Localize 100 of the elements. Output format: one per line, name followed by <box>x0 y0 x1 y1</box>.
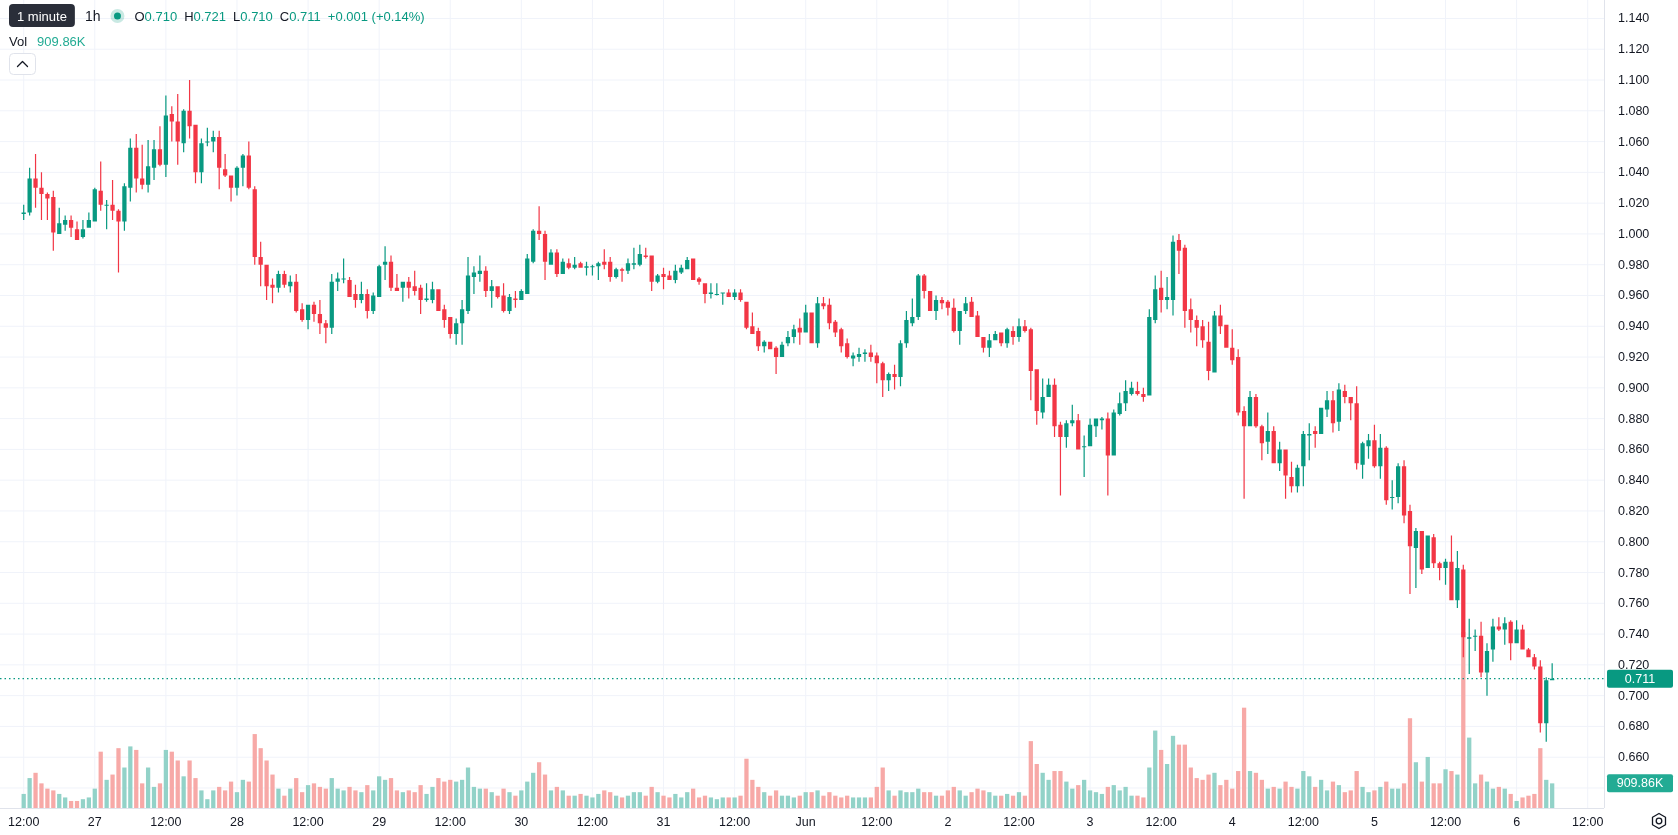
bar <box>240 779 246 808</box>
bar <box>993 795 998 808</box>
bar <box>157 783 163 808</box>
candlestick <box>228 175 234 202</box>
y-tick-label: 0.860 <box>1618 442 1650 457</box>
y-tick-label: 0.960 <box>1618 288 1650 303</box>
bar <box>773 790 779 808</box>
bar <box>1330 781 1336 808</box>
candlestick <box>1437 561 1442 581</box>
bar <box>1372 790 1377 808</box>
candlestick <box>68 215 74 238</box>
bar <box>359 792 364 808</box>
bar <box>572 795 577 808</box>
bar <box>211 790 216 808</box>
bar <box>874 786 879 808</box>
bar <box>382 779 388 808</box>
bar <box>850 797 856 808</box>
bar <box>63 797 68 808</box>
bar <box>57 793 62 808</box>
candlestick <box>1212 310 1217 373</box>
bar <box>1443 769 1448 808</box>
bar <box>1318 779 1324 808</box>
candlestick <box>898 340 903 387</box>
bar <box>507 792 512 808</box>
x-tick-label: 12:00 <box>292 815 324 829</box>
bar <box>560 790 565 808</box>
bar <box>1253 772 1259 808</box>
bar <box>519 790 524 808</box>
text: 909.86K <box>1616 776 1664 791</box>
bar <box>1176 744 1182 808</box>
bar <box>933 795 939 808</box>
bar <box>1111 785 1116 808</box>
x-tick-label: 29 <box>372 815 387 829</box>
candlestick <box>1283 449 1288 499</box>
bar <box>477 788 482 808</box>
y-tick-label: 0.780 <box>1618 565 1650 580</box>
x-tick-label: 12:00 <box>861 815 893 829</box>
candlestick <box>1093 418 1099 438</box>
bar <box>862 797 868 808</box>
candlestick <box>1241 406 1247 499</box>
bar <box>276 788 281 808</box>
x-tick-label: 12:00 <box>1145 815 1177 829</box>
candlestick <box>1520 624 1525 650</box>
candlestick <box>1413 527 1419 588</box>
bar <box>1313 786 1318 808</box>
annotation: +0.001 (+0.14%) <box>327 8 425 24</box>
bar <box>365 785 370 808</box>
annotation: H0.721 <box>184 8 227 24</box>
bar <box>1016 792 1022 808</box>
x-tick-label: 31 <box>656 815 671 829</box>
bar <box>1087 790 1093 808</box>
bar <box>815 790 820 808</box>
bar <box>1390 788 1395 808</box>
y-tick-label: 0.760 <box>1618 596 1650 611</box>
bar <box>140 783 145 808</box>
bar <box>1401 783 1407 808</box>
bar <box>1247 771 1253 808</box>
bar <box>471 786 477 808</box>
candlestick <box>80 220 86 239</box>
bar <box>1182 744 1187 808</box>
bar <box>1093 792 1099 808</box>
bar <box>151 786 157 808</box>
annotation: 909.86K <box>37 33 86 49</box>
bar <box>809 792 814 808</box>
bar <box>1076 785 1081 808</box>
bar <box>394 790 400 808</box>
candlestick <box>471 266 477 294</box>
candlestick <box>317 300 323 334</box>
x-tick-label: Jun <box>795 815 816 829</box>
bar <box>388 778 394 808</box>
candlestick <box>1372 424 1377 468</box>
bar <box>377 776 382 808</box>
bar <box>951 786 956 808</box>
candlestick <box>1455 550 1460 608</box>
bar <box>797 795 802 808</box>
candlestick <box>394 273 400 291</box>
bar <box>217 786 222 808</box>
bar <box>608 792 613 808</box>
bar <box>1188 767 1193 808</box>
bar <box>1467 737 1472 808</box>
bar <box>762 792 767 808</box>
bar <box>459 779 465 808</box>
bar <box>228 781 234 808</box>
text: 1h <box>84 8 101 24</box>
bar <box>92 788 97 808</box>
candlestick <box>1064 420 1069 448</box>
bar <box>317 786 323 808</box>
bar <box>536 762 542 808</box>
bar <box>803 792 808 808</box>
bar <box>175 760 180 808</box>
bar <box>80 799 86 808</box>
bar <box>868 797 873 808</box>
bar <box>525 781 530 808</box>
candlestick <box>850 352 856 367</box>
x-tick-label: 12:00 <box>1287 815 1320 829</box>
bar <box>1496 786 1501 808</box>
y-tick-label: 0.700 <box>1618 688 1650 703</box>
bar <box>1484 781 1490 808</box>
x-tick-label: 28 <box>230 815 244 829</box>
candlestick <box>856 347 862 362</box>
